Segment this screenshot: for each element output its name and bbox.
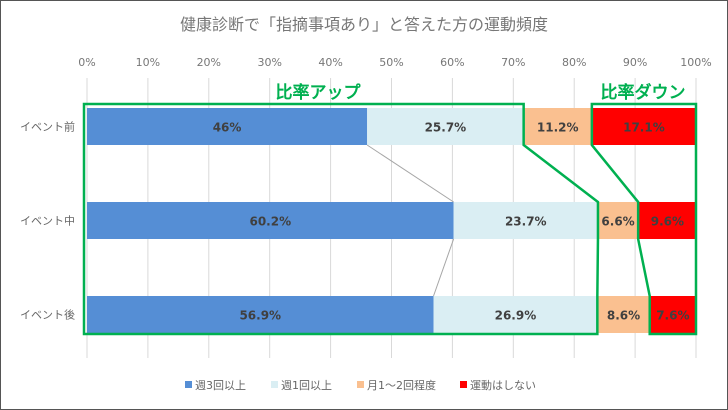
data-label: 46% (213, 121, 242, 135)
legend-swatch (357, 381, 364, 388)
x-tick-label: 80% (562, 56, 586, 69)
data-label: 23.7% (505, 215, 547, 229)
bar-segment (367, 108, 524, 145)
bar-segment (649, 296, 696, 333)
bar-segment (523, 108, 592, 145)
category-label: イベント後 (20, 308, 75, 322)
legend-label: 月1〜2回程度 (367, 378, 436, 392)
series-connector-line (366, 144, 454, 203)
category-label: イベント中 (20, 215, 75, 228)
data-label: 25.7% (425, 121, 467, 135)
legend-label: 週1回以上 (281, 379, 332, 392)
x-tick-label: 20% (197, 56, 221, 69)
data-label: 9.6% (651, 215, 684, 229)
x-tick-label: 10% (136, 56, 160, 69)
x-tick-label: 40% (318, 56, 342, 69)
x-tick-label: 70% (501, 56, 525, 69)
data-label: 17.1% (623, 121, 665, 135)
bar-segment (597, 202, 639, 239)
legend-label: 週3回以上 (195, 379, 246, 392)
legend-swatch (271, 381, 278, 388)
bar-segment (597, 296, 650, 333)
bar-segment (433, 296, 598, 333)
data-label: 11.2% (537, 121, 579, 135)
x-tick-label: 90% (623, 56, 647, 69)
data-label: 7.6% (656, 309, 689, 323)
x-tick-label: 50% (379, 56, 403, 69)
series-connector-line (433, 238, 455, 297)
legend-swatch (185, 381, 192, 388)
x-tick-label: 30% (257, 56, 281, 69)
bar-segment (87, 202, 454, 239)
bar-segment (638, 202, 697, 239)
x-tick-label: 60% (440, 56, 464, 69)
bar-segment (591, 108, 696, 145)
data-label: 60.2% (249, 215, 291, 229)
x-tick-label: 0% (78, 56, 95, 69)
legend-label: 運動はしない (470, 378, 536, 392)
x-tick-label: 100% (680, 56, 711, 69)
annotation-decrease: 比率ダウン (601, 82, 686, 103)
data-label: 6.6% (601, 215, 634, 229)
bar-segment (87, 108, 368, 145)
bar-segment (453, 202, 598, 239)
data-label: 8.6% (607, 309, 640, 323)
category-label: イベント前 (20, 120, 75, 134)
decrease-region-outline (590, 102, 698, 336)
chart-title: 健康診断で「指摘事項あり」と答えた方の運動頻度 (180, 15, 548, 34)
data-label: 56.9% (239, 309, 281, 323)
legend-swatch (460, 381, 467, 388)
data-label: 26.9% (495, 309, 537, 323)
increase-region-outline (82, 102, 600, 336)
annotation-increase: 比率アップ (276, 82, 362, 103)
bar-segment (87, 296, 434, 333)
